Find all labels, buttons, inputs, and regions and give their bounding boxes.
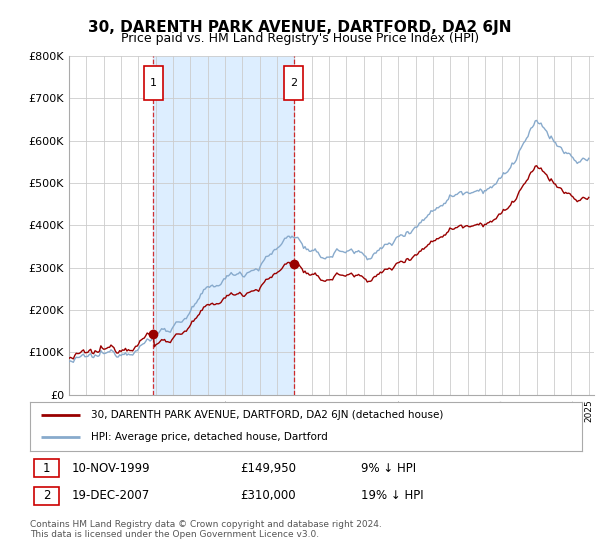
Text: £310,000: £310,000: [240, 489, 295, 502]
Bar: [153, 56, 293, 395]
FancyBboxPatch shape: [34, 459, 59, 477]
FancyBboxPatch shape: [34, 487, 59, 505]
Text: Price paid vs. HM Land Registry's House Price Index (HPI): Price paid vs. HM Land Registry's House …: [121, 32, 479, 45]
Text: 2: 2: [290, 78, 297, 88]
Text: 30, DARENTH PARK AVENUE, DARTFORD, DA2 6JN (detached house): 30, DARENTH PARK AVENUE, DARTFORD, DA2 6…: [91, 410, 443, 420]
Text: 1: 1: [150, 78, 157, 88]
FancyBboxPatch shape: [144, 66, 163, 100]
FancyBboxPatch shape: [284, 66, 303, 100]
Text: Contains HM Land Registry data © Crown copyright and database right 2024.
This d: Contains HM Land Registry data © Crown c…: [30, 520, 382, 539]
Text: 19-DEC-2007: 19-DEC-2007: [71, 489, 149, 502]
Text: 10-NOV-1999: 10-NOV-1999: [71, 462, 150, 475]
Text: £149,950: £149,950: [240, 462, 296, 475]
Text: 30, DARENTH PARK AVENUE, DARTFORD, DA2 6JN: 30, DARENTH PARK AVENUE, DARTFORD, DA2 6…: [88, 20, 512, 35]
Text: 19% ↓ HPI: 19% ↓ HPI: [361, 489, 424, 502]
Text: HPI: Average price, detached house, Dartford: HPI: Average price, detached house, Dart…: [91, 432, 328, 442]
Text: 1: 1: [43, 462, 50, 475]
Text: 9% ↓ HPI: 9% ↓ HPI: [361, 462, 416, 475]
Text: 2: 2: [43, 489, 50, 502]
